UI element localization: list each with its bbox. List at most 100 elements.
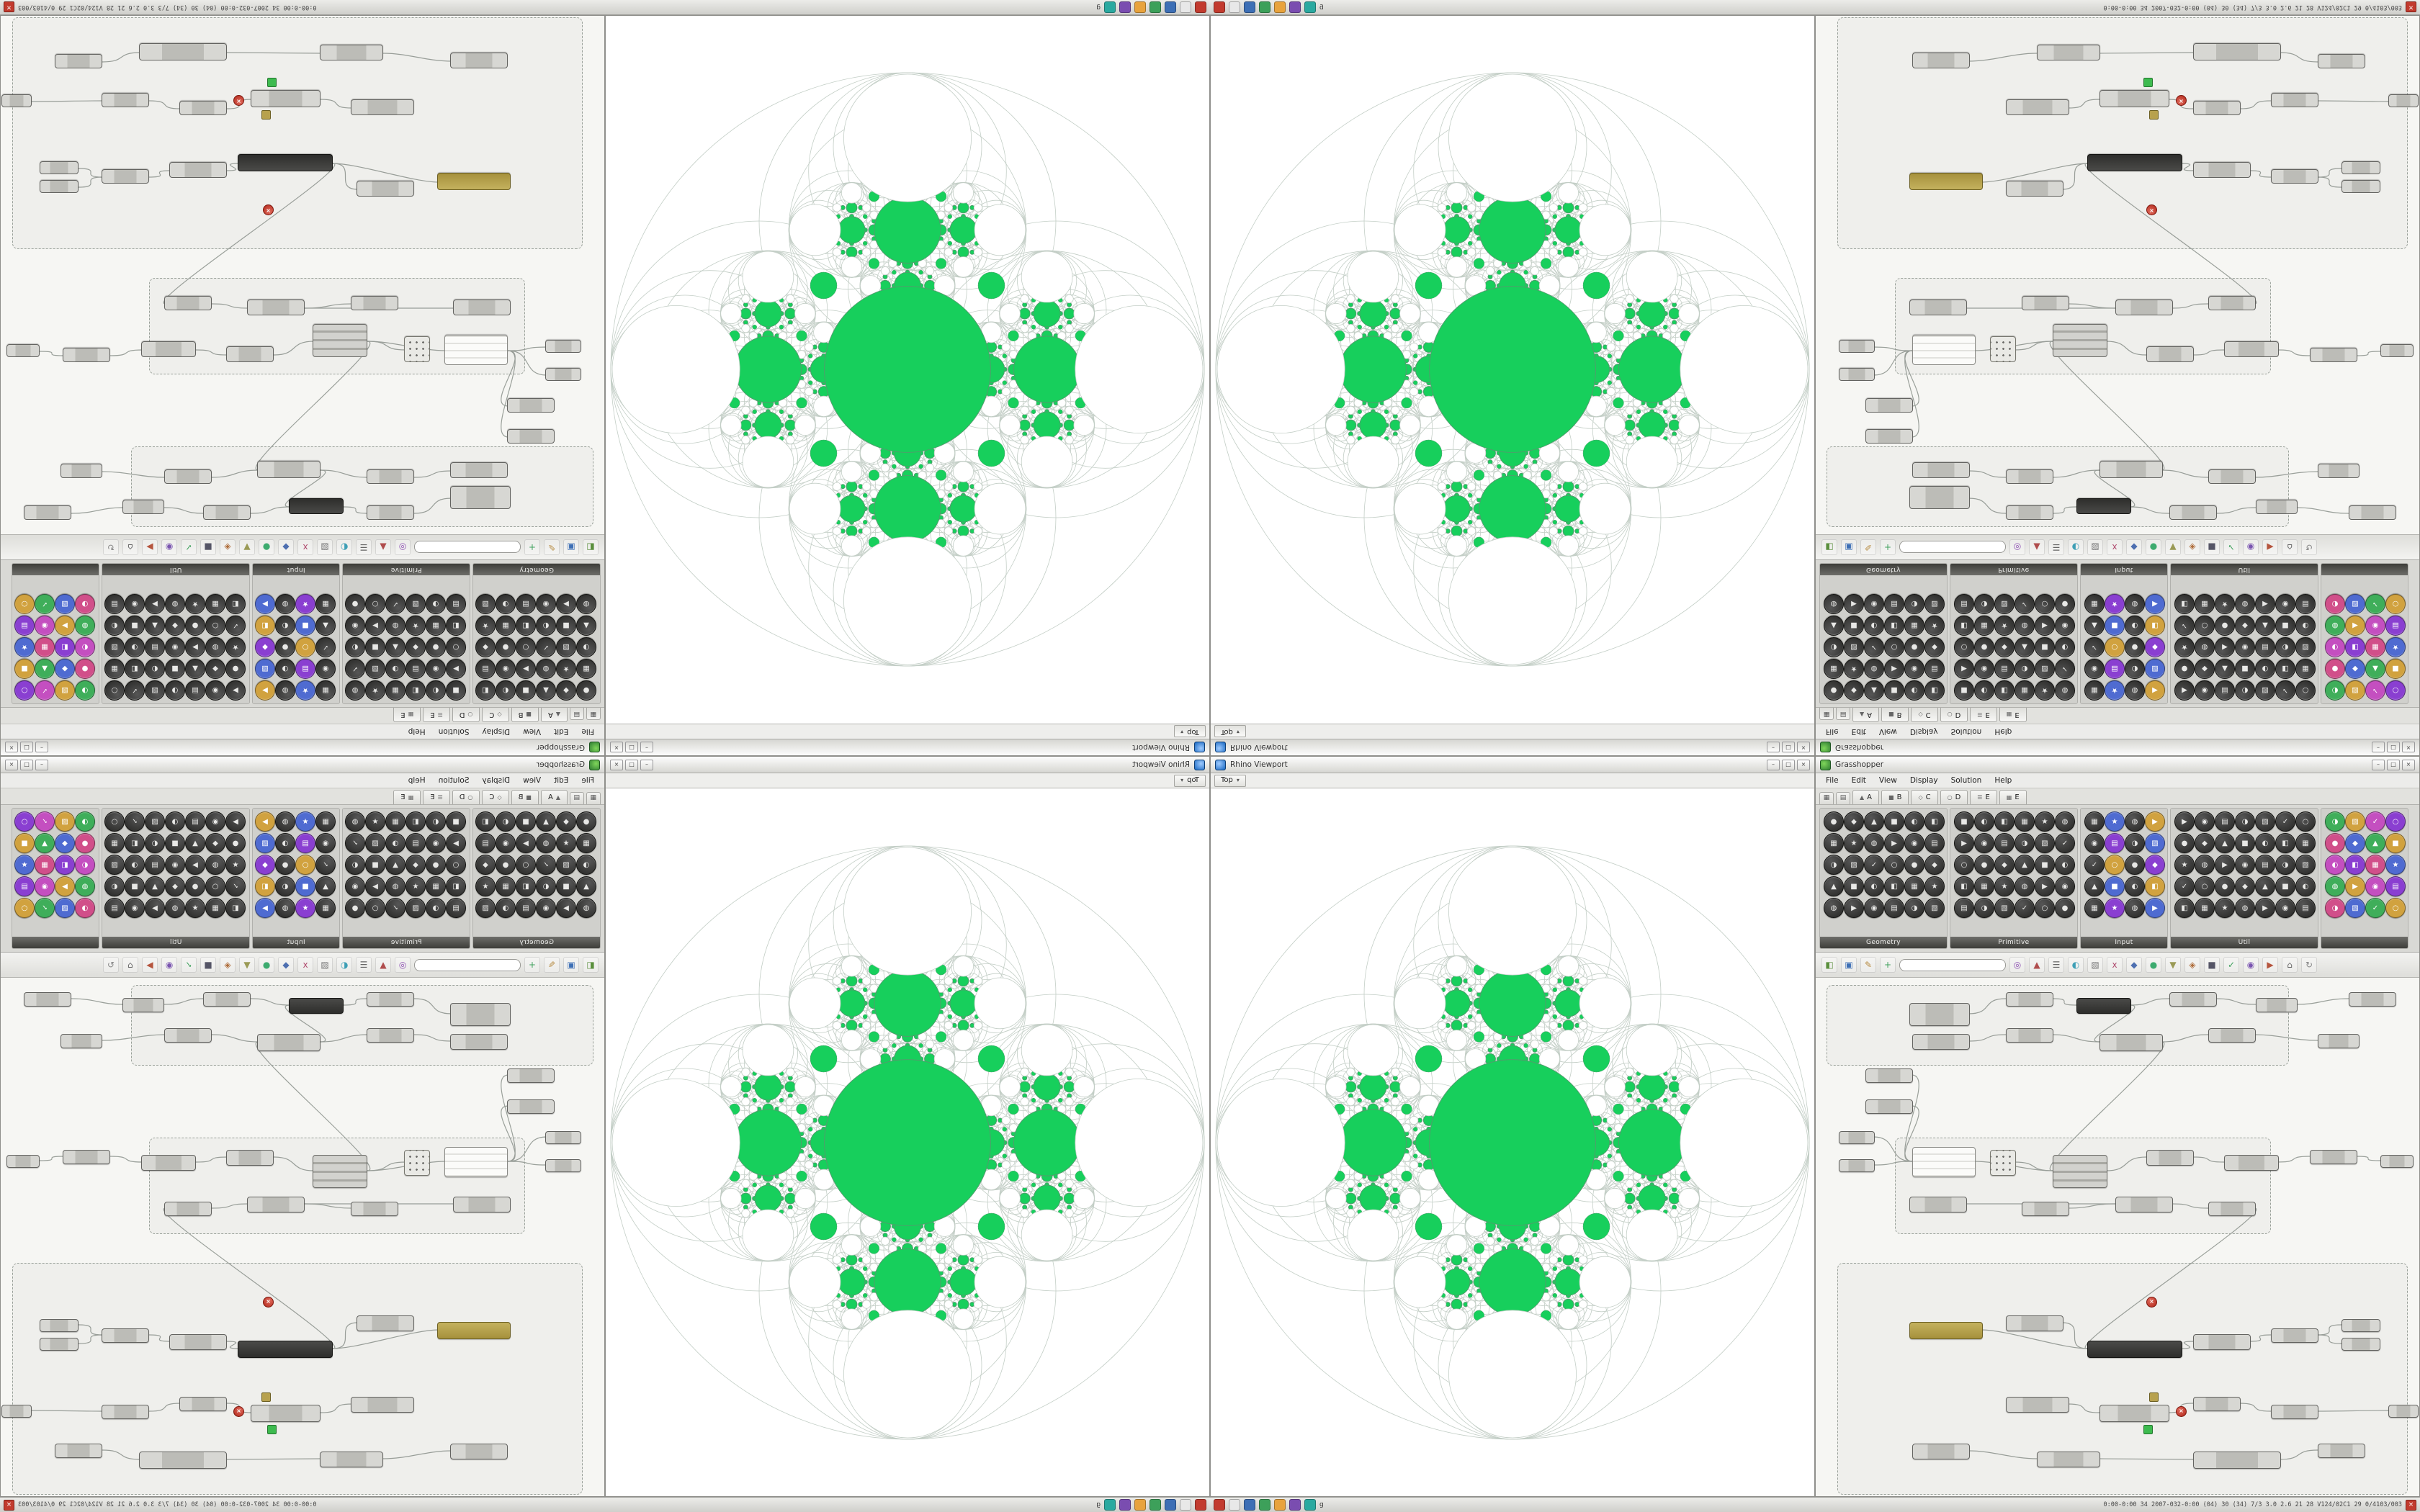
component-icon[interactable]: ▦ — [104, 833, 125, 853]
component-icon[interactable]: ◐ — [145, 833, 165, 853]
component-icon[interactable]: ▦ — [2195, 594, 2215, 614]
component-icon[interactable]: ▦ — [315, 811, 336, 832]
component-icon[interactable]: ▲ — [1864, 680, 1884, 701]
toolbar-icon-16[interactable]: ◉ — [2243, 539, 2259, 555]
component-icon[interactable]: ▲ — [2084, 876, 2105, 896]
component-icon[interactable]: ▲ — [385, 855, 405, 875]
component-icon[interactable]: ◆ — [1924, 637, 1945, 657]
component-icon[interactable]: ▤ — [475, 659, 496, 679]
component-icon[interactable]: ▦ — [315, 898, 336, 918]
toolbar-icon-10[interactable]: ◆ — [278, 539, 294, 555]
component-icon[interactable]: ◆ — [1924, 855, 1945, 875]
component-icon[interactable]: ▦ — [35, 637, 55, 657]
component-icon[interactable]: ◉ — [496, 659, 516, 679]
component-icon[interactable]: ◍ — [165, 594, 185, 614]
gh-node-38[interactable] — [2037, 45, 2100, 60]
canvas-search-input[interactable] — [414, 958, 521, 971]
component-icon[interactable]: ▲ — [145, 616, 165, 636]
component-icon[interactable]: ▦ — [104, 659, 125, 679]
component-icon[interactable]: ★ — [365, 811, 385, 832]
tabstrip-button-icon[interactable]: ▦ — [1819, 792, 1834, 804]
toolbar-icon-3[interactable]: + — [524, 957, 540, 973]
component-icon[interactable]: ◐ — [2255, 833, 2275, 853]
component-icon[interactable]: ● — [1904, 637, 1924, 657]
component-icon[interactable]: ◍ — [536, 659, 556, 679]
toolbar-icon-14[interactable]: ■ — [2204, 539, 2220, 555]
category-tab-c-2[interactable]: ◇ C — [1911, 708, 1938, 722]
component-icon[interactable]: ▧ — [1924, 594, 1945, 614]
component-icon[interactable]: ▶ — [1844, 594, 1864, 614]
gh-node-20[interactable] — [63, 348, 110, 362]
toolbar-icon-2[interactable]: ✎ — [1860, 957, 1876, 973]
taskbar-app-icon-5[interactable] — [1289, 1, 1301, 13]
component-icon[interactable]: ○ — [2295, 811, 2316, 832]
toolbar-icon-2[interactable]: ✎ — [544, 539, 560, 555]
component-icon[interactable]: ▲ — [315, 876, 336, 896]
gh-node-0[interactable] — [1909, 1003, 1970, 1026]
gh-node-6[interactable] — [1912, 462, 1970, 478]
component-icon[interactable]: ◧ — [2345, 637, 2365, 657]
component-icon[interactable]: ✓ — [35, 594, 55, 614]
component-icon[interactable]: ◆ — [475, 637, 496, 657]
component-icon[interactable]: ◉ — [426, 659, 446, 679]
alert-badge-icon[interactable]: × — [2406, 1, 2416, 13]
component-icon[interactable]: ▧ — [145, 680, 165, 701]
component-icon[interactable]: ◐ — [2255, 659, 2275, 679]
gh-node-14[interactable] — [545, 1159, 581, 1172]
gh-node-38[interactable] — [320, 45, 383, 60]
gh-node-34[interactable] — [2099, 90, 2169, 107]
component-icon[interactable]: ◧ — [405, 811, 426, 832]
taskbar-app-icon-3[interactable] — [1150, 1, 1161, 13]
menu-file[interactable]: File — [581, 776, 594, 785]
gh-node-21[interactable] — [6, 344, 40, 357]
maximize-button[interactable]: □ — [20, 742, 33, 753]
toolbar-icon-17[interactable]: ▶ — [2262, 539, 2278, 555]
component-icon[interactable]: ◍ — [2125, 680, 2145, 701]
component-icon[interactable]: ▲ — [315, 616, 336, 636]
component-icon[interactable]: ○ — [1954, 637, 1974, 657]
component-icon[interactable]: ■ — [125, 876, 145, 896]
component-icon[interactable]: ◆ — [2195, 833, 2215, 853]
component-icon[interactable]: ◐ — [145, 659, 165, 679]
gh-node-1[interactable] — [367, 992, 414, 1007]
component-icon[interactable]: ▤ — [2215, 680, 2235, 701]
gh-node-17[interactable] — [313, 1155, 367, 1188]
maximize-button[interactable]: □ — [1782, 742, 1795, 753]
component-icon[interactable]: ▶ — [255, 594, 275, 614]
gh-node-41[interactable] — [2388, 1405, 2419, 1418]
component-icon[interactable]: ▦ — [426, 876, 446, 896]
component-icon[interactable]: ▶ — [2145, 898, 2165, 918]
grasshopper-titlebar[interactable]: Grasshopper – □ × — [1, 739, 604, 755]
component-icon[interactable]: ◐ — [496, 811, 516, 832]
gh-node-10[interactable] — [60, 464, 102, 478]
component-icon[interactable]: ◍ — [205, 855, 225, 875]
category-tab-e-5[interactable]: ▦ E — [1999, 790, 2027, 804]
component-icon[interactable]: ▧ — [475, 898, 496, 918]
viewport-tab-top[interactable]: Top ▾ — [1174, 725, 1206, 738]
component-icon[interactable]: ▧ — [55, 811, 75, 832]
component-icon[interactable]: ✓ — [536, 855, 556, 875]
component-icon[interactable]: ★ — [185, 898, 205, 918]
toolbar-icon-11[interactable]: ● — [259, 957, 274, 973]
category-tab-a-0[interactable]: ▲ A — [1852, 790, 1879, 804]
component-icon[interactable]: ★ — [295, 811, 315, 832]
toolbar-icon-0[interactable]: ◧ — [583, 539, 599, 555]
component-icon[interactable]: ★ — [2385, 855, 2406, 875]
component-icon[interactable]: ★ — [405, 616, 426, 636]
component-icon[interactable]: ◍ — [536, 833, 556, 853]
component-icon[interactable]: ▦ — [1974, 616, 1994, 636]
component-icon[interactable]: ★ — [1994, 616, 2015, 636]
component-icon[interactable]: ★ — [556, 833, 576, 853]
menu-view[interactable]: View — [523, 776, 542, 785]
component-icon[interactable]: ○ — [516, 637, 536, 657]
component-icon[interactable]: ▧ — [255, 659, 275, 679]
component-icon[interactable]: ▧ — [2295, 637, 2316, 657]
menu-help[interactable]: Help — [1994, 776, 2012, 785]
category-tab-c-2[interactable]: ◇ C — [482, 708, 509, 722]
toolbar-icon-8[interactable]: ▧ — [2087, 957, 2103, 973]
component-icon[interactable]: ◧ — [446, 876, 466, 896]
gh-node-26[interactable] — [437, 1322, 511, 1339]
gh-node-6[interactable] — [450, 1034, 508, 1050]
component-icon[interactable]: ◉ — [496, 833, 516, 853]
toolbar-icon-16[interactable]: ◉ — [161, 539, 177, 555]
